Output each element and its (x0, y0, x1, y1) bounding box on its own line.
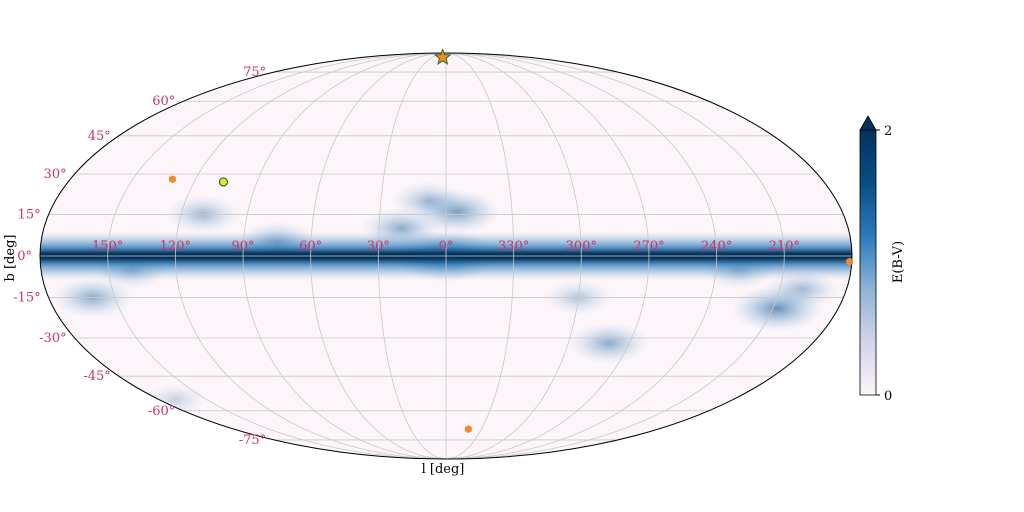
y-axis-title: b [deg] (3, 235, 18, 282)
latitude-tick-label: -15° (13, 291, 40, 306)
hexagon-marker (846, 257, 854, 266)
x-axis-title: l [deg] (422, 462, 465, 477)
hexagon-marker (169, 175, 176, 184)
longitude-tick-label: 120° (160, 239, 191, 254)
latitude-tick-label: 0° (17, 249, 32, 264)
longitude-tick-label: 330° (498, 239, 529, 254)
map-area (40, 53, 852, 459)
longitude-tick-label: 60° (299, 239, 322, 254)
longitude-labels: 150° 120° 90° 60° 30° 0° 330° 300° 270° 240° 210° (92, 239, 800, 254)
colorbar-label: E(B-V) (891, 241, 906, 283)
longitude-tick-label: 270° (633, 239, 664, 254)
circle-marker (218, 177, 228, 187)
latitude-tick-label: 45° (88, 129, 111, 144)
latitude-tick-label: 60° (152, 94, 175, 109)
latitude-tick-label: -75° (239, 433, 266, 448)
longitude-tick-label: 30° (367, 239, 390, 254)
latitude-tick-label: -30° (39, 331, 66, 346)
hexagon-marker (464, 425, 472, 434)
longitude-tick-label: 210° (769, 239, 800, 254)
graticule (40, 53, 852, 459)
latitude-tick-label: 75° (243, 65, 266, 80)
colorbar-extend-arrow (859, 115, 877, 131)
latitude-tick-label: 15° (18, 207, 41, 222)
marker-layer (169, 48, 854, 434)
map-outline (39, 52, 853, 460)
longitude-tick-label: 300° (566, 239, 597, 254)
longitude-tick-label: 0° (439, 239, 454, 254)
colorbar-tick-label-max: 2 (884, 124, 892, 139)
colorbar-tick-label-min: 0 (884, 389, 892, 404)
dust-cloud (731, 285, 824, 332)
colorbar: 2 0 E(B-V) (859, 115, 906, 404)
star-marker (433, 48, 452, 66)
latitude-tick-label: -45° (83, 369, 110, 384)
longitude-tick-label: 150° (92, 239, 123, 254)
colorbar-gradient (859, 129, 877, 396)
latitude-tick-label: 30° (44, 167, 67, 182)
dust-cloud (568, 322, 649, 364)
latitude-labels: 75° 60° 45° 30° 15° 0° -15° -30° -45° -60° -75° (13, 65, 266, 448)
latitude-tick-label: -60° (148, 404, 175, 419)
longitude-tick-label: 90° (231, 239, 254, 254)
longitude-tick-label: 240° (701, 239, 732, 254)
